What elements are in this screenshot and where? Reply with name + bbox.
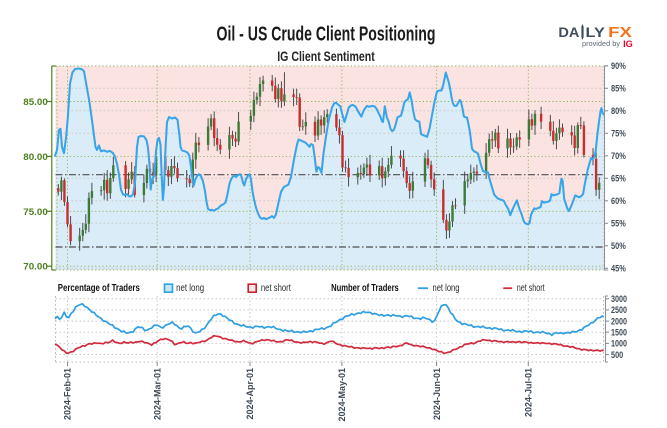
svg-text:3000: 3000 xyxy=(611,293,627,304)
svg-text:IG Client Sentiment: IG Client Sentiment xyxy=(277,49,375,64)
svg-text:net long: net long xyxy=(433,283,460,294)
svg-text:2024-Feb-01: 2024-Feb-01 xyxy=(63,368,73,420)
svg-text:FX: FX xyxy=(608,25,632,41)
svg-text:60%: 60% xyxy=(611,195,626,206)
svg-text:net long: net long xyxy=(176,283,204,294)
svg-text:2500: 2500 xyxy=(611,304,627,315)
svg-text:75.00: 75.00 xyxy=(23,207,48,218)
svg-text:2024-Jul-01: 2024-Jul-01 xyxy=(524,368,534,417)
svg-text:2024-May-01: 2024-May-01 xyxy=(337,368,347,422)
svg-text:45%: 45% xyxy=(611,263,626,274)
svg-text:provided by: provided by xyxy=(582,39,620,48)
svg-text:1500: 1500 xyxy=(611,327,627,338)
svg-text:85%: 85% xyxy=(611,83,626,94)
svg-text:55%: 55% xyxy=(611,218,626,229)
svg-text:2024-Apr-01: 2024-Apr-01 xyxy=(245,368,255,420)
svg-text:2024-Jun-01: 2024-Jun-01 xyxy=(432,368,442,420)
svg-text:Oil - US Crude Client Position: Oil - US Crude Client Positioning xyxy=(217,24,436,46)
svg-text:80%: 80% xyxy=(611,105,626,116)
svg-text:50%: 50% xyxy=(611,240,626,251)
svg-text:IG: IG xyxy=(623,39,633,49)
svg-text:80.00: 80.00 xyxy=(23,152,48,163)
svg-text:DA: DA xyxy=(558,24,579,40)
svg-text:net short: net short xyxy=(261,283,291,294)
svg-text:Number of Traders: Number of Traders xyxy=(331,283,399,294)
svg-text:85.00: 85.00 xyxy=(23,97,48,108)
svg-text:65%: 65% xyxy=(611,173,626,184)
svg-text:1000: 1000 xyxy=(611,338,627,349)
svg-text:2024-Mar-01: 2024-Mar-01 xyxy=(152,368,162,420)
svg-text:70%: 70% xyxy=(611,150,626,161)
svg-text:75%: 75% xyxy=(611,128,626,139)
svg-text:500: 500 xyxy=(611,349,623,360)
svg-text:Percentage of Traders: Percentage of Traders xyxy=(58,283,140,294)
svg-text:90%: 90% xyxy=(611,60,626,71)
svg-text:LY: LY xyxy=(586,24,606,40)
svg-text:2000: 2000 xyxy=(611,315,627,326)
svg-text:70.00: 70.00 xyxy=(23,262,48,273)
svg-text:net short: net short xyxy=(517,283,545,294)
